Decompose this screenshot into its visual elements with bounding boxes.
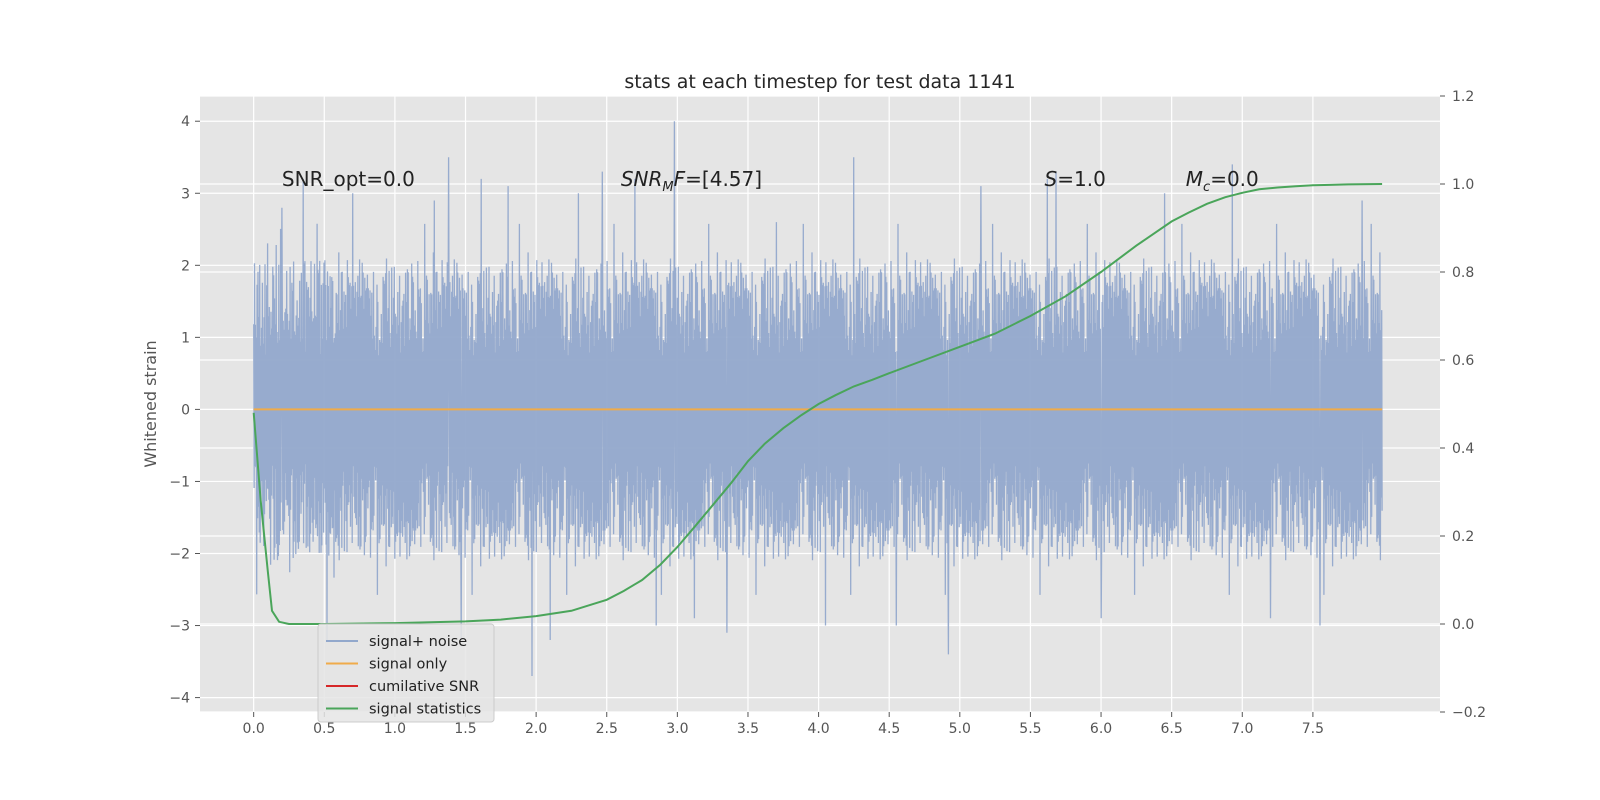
y-tick-label: 1 xyxy=(181,330,190,346)
annotation-snr-opt: SNR_opt=0.0 xyxy=(282,167,415,191)
y-tick-label: 0 xyxy=(181,402,190,418)
x-tick-label: 2.0 xyxy=(525,721,547,737)
axis-ticks: 0.0 0.5 1.0 1.5 2.0 2.5 3.0 3.5 4.0 4.5 5.0 5.5 6.0 6… xyxy=(169,89,1486,737)
x-tick-label: 7.5 xyxy=(1302,721,1324,737)
legend: signal+ noise signal only cumilative SNR si… xyxy=(317,623,495,723)
x-tick-label: 3.0 xyxy=(666,721,688,737)
y-tick-label: −4 xyxy=(169,691,190,707)
x-tick-label: 0.5 xyxy=(313,721,335,737)
x-tick-label: 2.5 xyxy=(596,721,618,737)
legend-label: signal+ noise xyxy=(369,634,467,650)
x-tick-label: 5.0 xyxy=(949,721,971,737)
annotation-s-stat: S=1.0 xyxy=(1045,167,1106,191)
legend-label: cumilative SNR xyxy=(369,679,479,695)
annotations: SNR_opt=0.0 SNRMF=[4.57] S=1.0 Mc=0.0 xyxy=(282,167,1259,195)
y2-tick-label: 0.4 xyxy=(1452,441,1474,457)
x-tick-label: 1.5 xyxy=(454,721,476,737)
x-tick-label: 6.0 xyxy=(1090,721,1112,737)
legend-label: signal only xyxy=(369,657,448,673)
y-axis-label: Whitened strain xyxy=(141,340,160,467)
x-tick-label: 4.0 xyxy=(807,721,829,737)
legend-label: signal statistics xyxy=(369,702,481,718)
y2-tick-label: −0.2 xyxy=(1452,705,1486,721)
y-tick-label: −2 xyxy=(169,546,190,562)
y2-tick-label: 0.0 xyxy=(1452,617,1474,633)
annotation-mc: Mc=0.0 xyxy=(1186,167,1259,195)
x-tick-label: 0.0 xyxy=(243,721,265,737)
annotation-snr-mf: SNRMF=[4.57] xyxy=(621,167,762,195)
y2-tick-label: 0.6 xyxy=(1452,353,1474,369)
signal-plus-noise-line xyxy=(253,121,1383,677)
line-series xyxy=(252,183,1383,625)
y-tick-label: −1 xyxy=(169,474,190,490)
legend-box xyxy=(317,623,495,723)
x-tick-label: 7.0 xyxy=(1231,721,1253,737)
y-tick-label: −3 xyxy=(169,619,190,635)
y-tick-label: 3 xyxy=(181,186,190,202)
x-tick-label: 5.5 xyxy=(1019,721,1041,737)
y-tick-label: 4 xyxy=(181,114,190,130)
y2-tick-label: 0.8 xyxy=(1452,265,1474,281)
y2-tick-label: 0.2 xyxy=(1452,529,1474,545)
x-tick-label: 6.5 xyxy=(1161,721,1183,737)
y-tick-label: 2 xyxy=(181,258,190,274)
x-tick-label: 3.5 xyxy=(737,721,759,737)
y2-tick-label: 1.2 xyxy=(1452,89,1474,105)
x-tick-label: 1.0 xyxy=(384,721,406,737)
signal-plus-noise-series xyxy=(253,121,1383,677)
signal-statistics-line xyxy=(252,183,1383,625)
x-tick-label: 4.5 xyxy=(878,721,900,737)
chart-title: stats at each timestep for test data 114… xyxy=(624,71,1015,93)
y2-tick-label: 1.0 xyxy=(1452,177,1474,193)
